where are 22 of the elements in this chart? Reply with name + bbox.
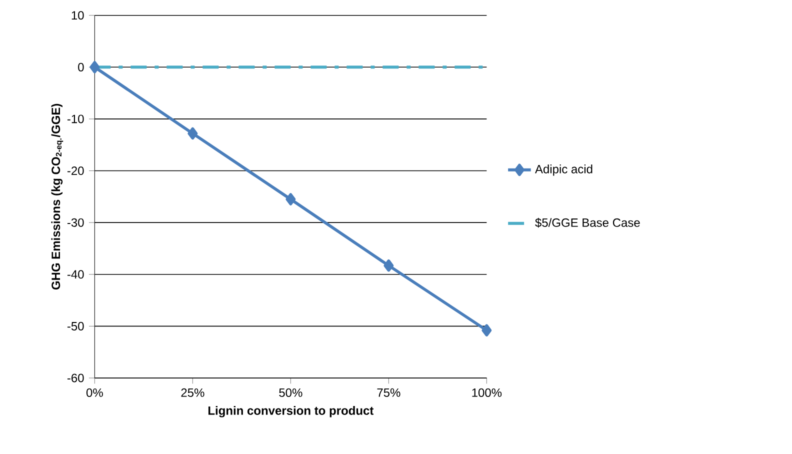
legend-label: Adipic acid xyxy=(535,164,592,176)
point xyxy=(90,61,100,74)
x-tick-label: 0% xyxy=(86,388,103,397)
y-tick-label: -50 xyxy=(67,322,84,330)
point xyxy=(482,324,492,336)
y-tick-label: -10 xyxy=(67,114,84,124)
y-tick-label: -20 xyxy=(67,166,84,176)
x-axis-title: Lignin conversion to product xyxy=(208,406,374,418)
y-tick-label: 10 xyxy=(72,11,84,20)
legend-label: $5/GGE Base Case xyxy=(535,218,640,228)
y-axis-title: GHG Emissions (kg CO$_{2-eq.}$/GGE) xyxy=(51,104,64,290)
y-tick-label: -60 xyxy=(67,374,84,382)
x-tick-label: 50% xyxy=(279,388,302,397)
x-tick-label: 25% xyxy=(181,388,204,397)
y-tick-label: 0 xyxy=(78,62,84,72)
y-tick-label: -30 xyxy=(67,218,84,227)
y-tick-label: -40 xyxy=(67,270,84,279)
point xyxy=(384,259,394,272)
x-tick-label: 100% xyxy=(472,388,502,397)
point xyxy=(286,193,296,206)
x-tick-label: 75% xyxy=(377,388,400,397)
point xyxy=(188,127,198,140)
